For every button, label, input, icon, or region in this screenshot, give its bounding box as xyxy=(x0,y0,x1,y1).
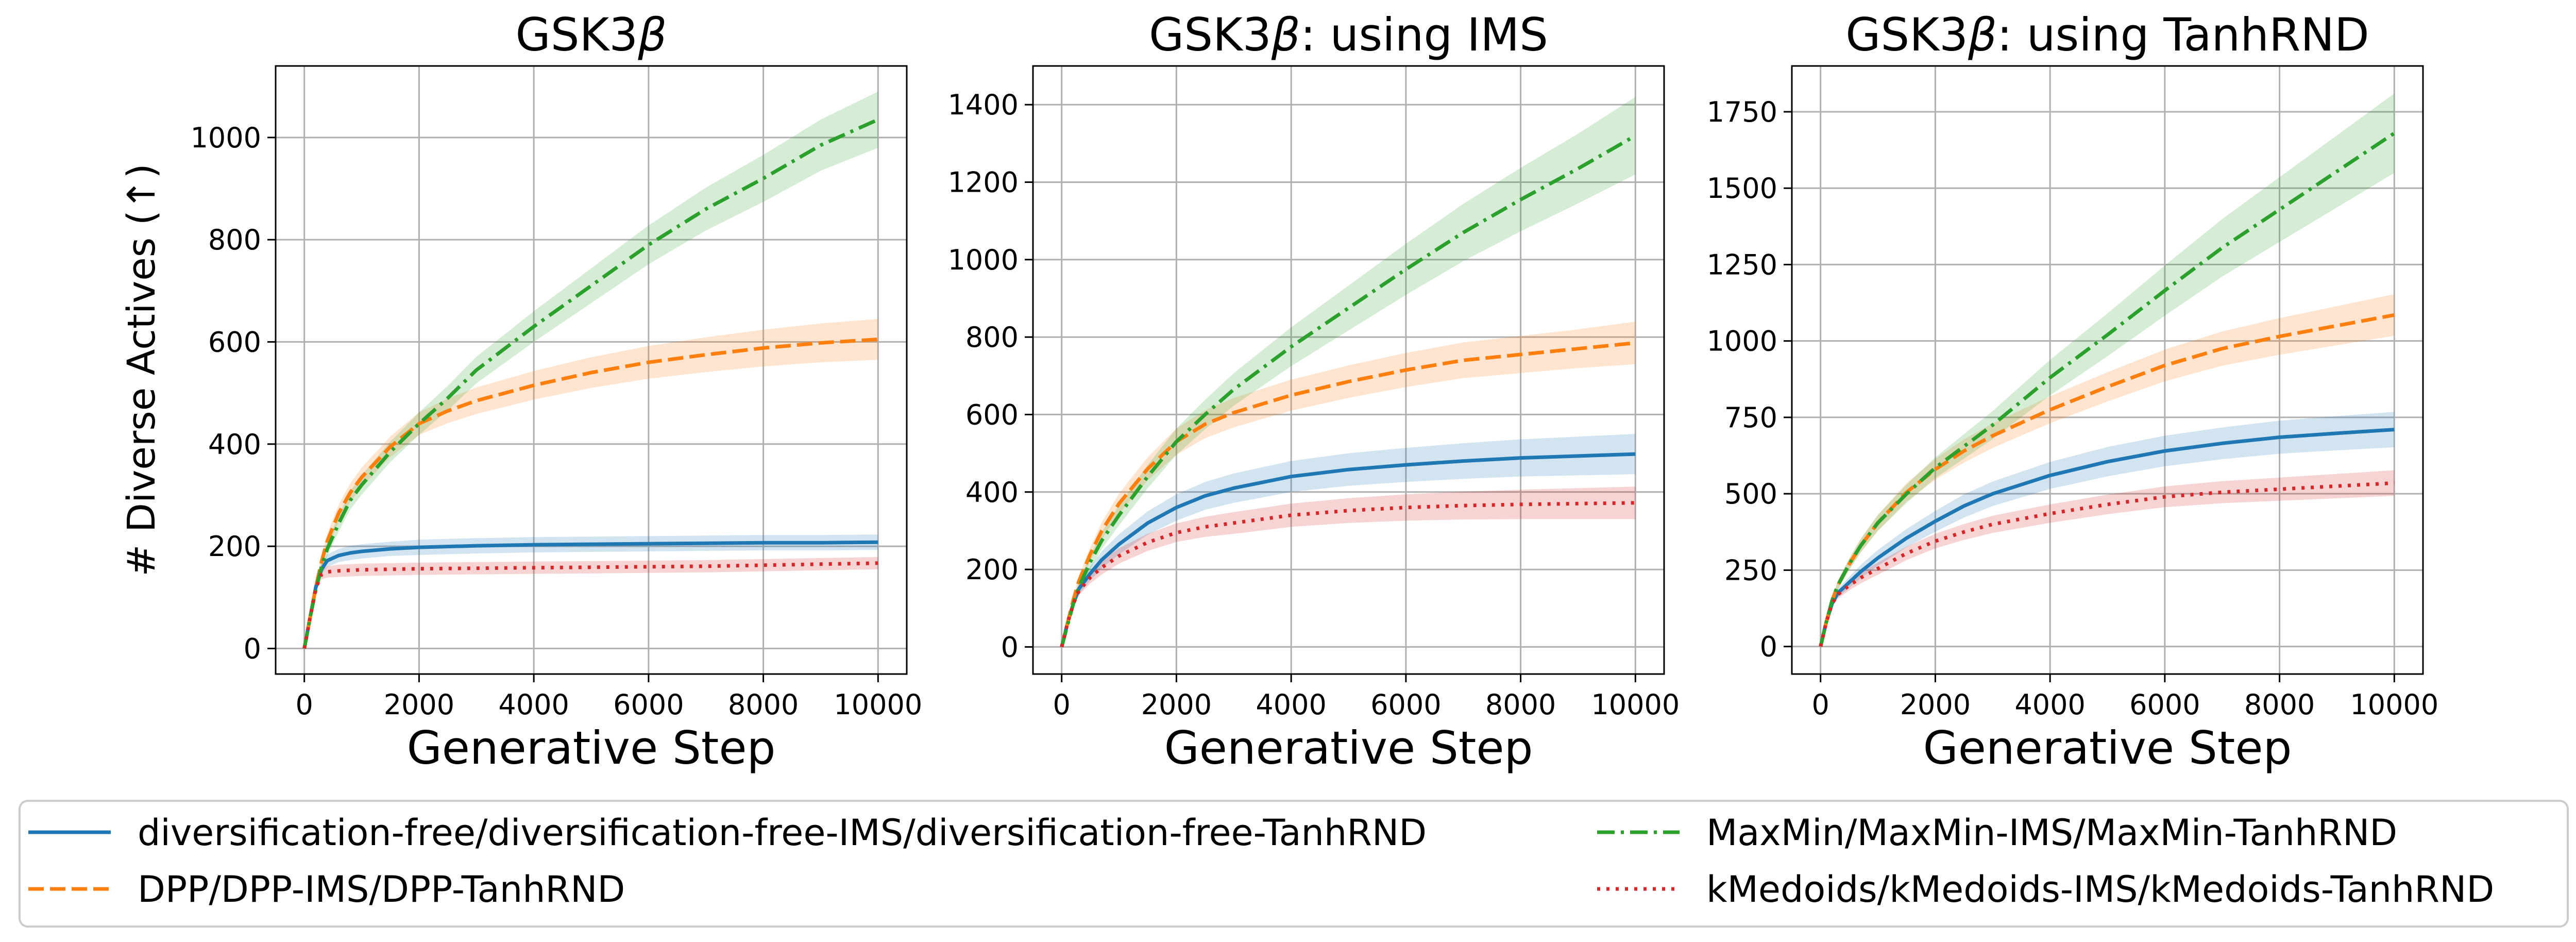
x-tick-label: 6000 xyxy=(2129,688,2200,721)
legend-entry: diversification-free/diversification-fre… xyxy=(28,812,1427,854)
panel-title: GSK3β xyxy=(516,8,667,61)
band-MaxMin-TanhRND xyxy=(1820,93,2395,647)
series-line-kMedoids-IMS xyxy=(1060,501,1636,648)
x-tick-label: 8000 xyxy=(2244,688,2315,721)
series-line-DPP xyxy=(302,338,878,649)
x-tick-label: 10000 xyxy=(834,688,922,721)
band-DPP-IMS xyxy=(1061,322,1636,647)
band-kMedoids-TanhRND xyxy=(1820,470,2395,647)
y-tick-label: 800 xyxy=(965,321,1019,354)
legend-entry: kMedoids/kMedoids-IMS/kMedoids-TanhRND xyxy=(1597,868,2494,911)
chart-panels: 0 2000 4000 6000 8000 1000002004006008001000G… xyxy=(120,8,2438,775)
y-axis-title: # Diverse Actives (↑) xyxy=(120,163,164,576)
y-tick-label: 1000 xyxy=(1707,325,1777,358)
x-axis-title: Generative Step xyxy=(407,721,776,775)
band-MaxMin-IMS xyxy=(1061,97,1636,647)
y-tick-label: 200 xyxy=(965,553,1019,586)
y-tick-label: 400 xyxy=(208,428,261,461)
legend-entry: MaxMin/MaxMin-IMS/MaxMin-TanhRND xyxy=(1597,812,2397,854)
band-MaxMin xyxy=(304,91,878,649)
panel-title: GSK3β: using IMS xyxy=(1149,8,1548,61)
series-line-diversification-free xyxy=(302,540,878,649)
y-tick-label: 1500 xyxy=(1707,172,1777,205)
y-tick-label: 400 xyxy=(965,476,1019,509)
band-kMedoids xyxy=(304,557,878,649)
panel-3: 0 2000 4000 6000 8000 10000 0 250 500 750 1000 1250… xyxy=(1707,8,2439,775)
series-line-MaxMin-TanhRND xyxy=(1819,131,2396,647)
legend-label: kMedoids/kMedoids-IMS/kMedoids-TanhRND xyxy=(1706,868,2494,911)
x-tick-label: 6000 xyxy=(613,688,684,721)
series-line-kMedoids xyxy=(302,561,878,649)
series-line-MaxMin xyxy=(302,117,879,649)
x-tick-label: 6000 xyxy=(1370,688,1441,721)
y-tick-label: 1000 xyxy=(191,122,261,154)
y-tick-label: 600 xyxy=(208,326,261,358)
x-tick-label: 4000 xyxy=(2014,688,2085,721)
y-tick-label: 1200 xyxy=(948,166,1019,198)
plot-area xyxy=(1819,93,2396,647)
series-line-diversification-free-TanhRND xyxy=(1819,428,2395,647)
x-tick-label: 0 xyxy=(1812,688,1829,721)
band-diversification-free xyxy=(304,534,878,649)
x-tick-label: 10000 xyxy=(2350,688,2438,721)
legend-label: diversification-free/diversification-fre… xyxy=(138,812,1427,854)
y-tick-label: 600 xyxy=(965,398,1019,431)
plot-area xyxy=(1060,97,1637,648)
y-tick-label: 0 xyxy=(1001,631,1019,663)
band-diversification-free-TanhRND xyxy=(1820,412,2395,647)
x-tick-label: 10000 xyxy=(1591,688,1680,721)
legend: diversification-free/diversification-fre… xyxy=(19,800,2569,928)
y-tick-label: 200 xyxy=(208,530,261,563)
y-tick-label: 250 xyxy=(1724,554,1777,586)
legend-entry: DPP/DPP-IMS/DPP-TanhRND xyxy=(28,868,625,911)
x-tick-label: 8000 xyxy=(1485,688,1556,721)
legend-box xyxy=(19,800,2569,928)
x-tick-label: 8000 xyxy=(728,688,799,721)
y-tick-label: 1400 xyxy=(948,89,1019,121)
x-tick-label: 0 xyxy=(1053,688,1071,721)
band-kMedoids-IMS xyxy=(1061,486,1636,647)
band-DPP xyxy=(304,318,878,649)
panel-2: 0 2000 4000 6000 8000 10000 0 200 400 600 800 1000 1… xyxy=(948,8,1680,775)
y-tick-label: 800 xyxy=(208,224,261,256)
band-diversification-free-IMS xyxy=(1061,434,1636,647)
legend-label: MaxMin/MaxMin-IMS/MaxMin-TanhRND xyxy=(1706,812,2397,854)
x-tick-label: 0 xyxy=(296,688,313,721)
x-tick-label: 2000 xyxy=(384,688,454,721)
y-tick-label: 1250 xyxy=(1707,248,1777,281)
legend-label: DPP/DPP-IMS/DPP-TanhRND xyxy=(138,868,625,911)
band-DPP-TanhRND xyxy=(1820,294,2395,647)
x-tick-label: 2000 xyxy=(1900,688,1971,721)
plot-area xyxy=(302,91,879,649)
y-tick-label: 750 xyxy=(1724,401,1777,434)
x-tick-label: 4000 xyxy=(498,688,569,721)
axes-frame xyxy=(275,65,908,675)
x-axis-title: Generative Step xyxy=(1164,721,1533,775)
y-tick-label: 0 xyxy=(1760,631,1777,663)
series-line-MaxMin-IMS xyxy=(1060,134,1637,648)
y-tick-label: 1000 xyxy=(948,244,1019,276)
y-tick-label: 500 xyxy=(1724,478,1777,510)
panel-1: 0 2000 4000 6000 8000 10000 0 200 400 600 800 1000 G… xyxy=(120,8,922,775)
x-tick-label: 4000 xyxy=(1256,688,1326,721)
y-tick-label: 0 xyxy=(244,632,261,665)
series-line-DPP-IMS xyxy=(1060,341,1636,648)
x-tick-label: 2000 xyxy=(1141,688,1212,721)
x-axis-title: Generative Step xyxy=(1923,721,2292,775)
panel-title: GSK3β: using TanhRND xyxy=(1845,8,2369,61)
y-tick-label: 1750 xyxy=(1707,96,1777,128)
axes-frame xyxy=(1032,65,1665,675)
axes-frame xyxy=(1791,65,2424,675)
